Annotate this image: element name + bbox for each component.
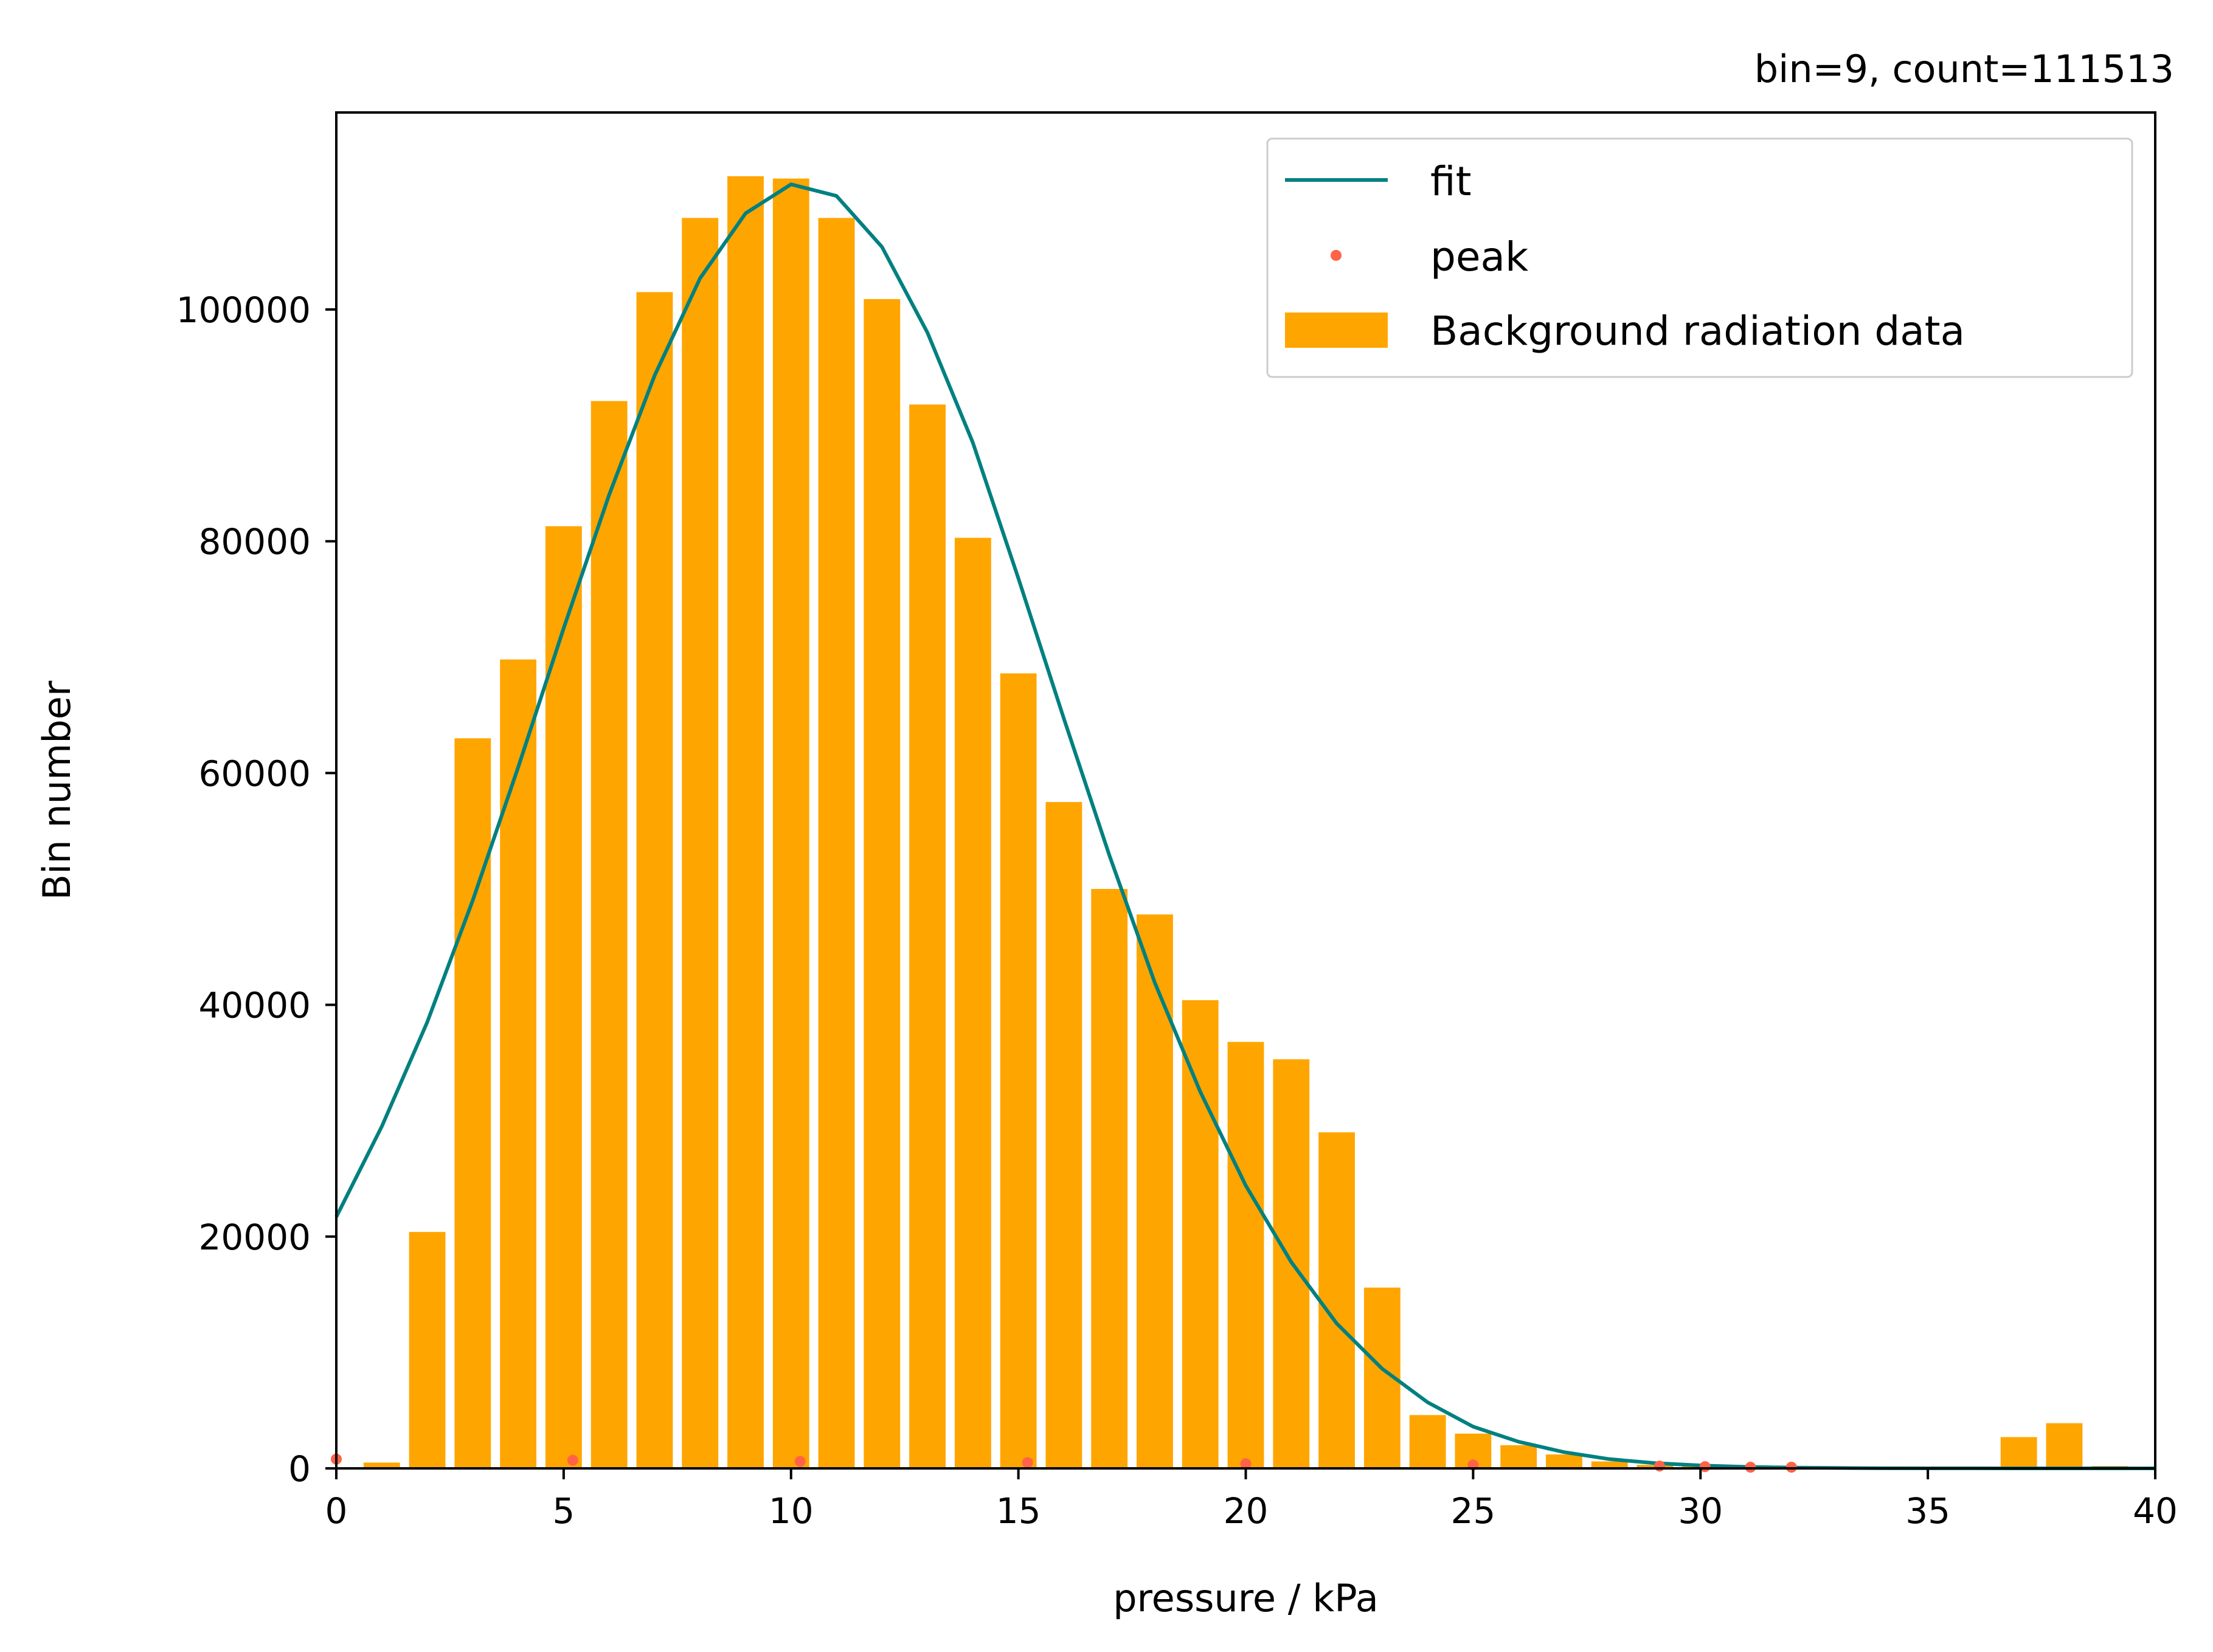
x-tick-label: 10: [769, 1490, 814, 1532]
peak-point: [1022, 1457, 1033, 1468]
peak-point: [1654, 1460, 1665, 1472]
y-axis-label: Bin number: [35, 680, 79, 900]
bars-layer: [363, 176, 2128, 1469]
bar: [727, 176, 764, 1468]
legend-fit-label: fit: [1430, 158, 1471, 205]
legend-peak-label: peak: [1430, 233, 1529, 280]
bar: [1409, 1415, 1446, 1468]
legend-peak-swatch: [1331, 250, 1342, 261]
peak-point: [794, 1456, 806, 1467]
bar: [864, 299, 901, 1468]
bar: [1137, 914, 1173, 1468]
bar: [1318, 1132, 1355, 1468]
bar: [1045, 802, 1082, 1468]
bar: [454, 738, 491, 1468]
chart-title: bin=9, count=111513: [1754, 47, 2174, 91]
y-axis-ticks: 0 20000 40000 60000 80000 100000: [176, 289, 336, 1490]
bar: [545, 526, 582, 1468]
bar: [1591, 1461, 1628, 1468]
y-tick-label: 80000: [198, 521, 311, 562]
bar: [363, 1462, 400, 1468]
bar: [1182, 1000, 1219, 1468]
bar: [409, 1232, 446, 1468]
peak-point: [567, 1454, 578, 1466]
y-tick-label: 20000: [198, 1217, 311, 1258]
bar: [1546, 1454, 1582, 1468]
legend-bar-swatch: [1285, 313, 1388, 348]
legend-box: [1266, 137, 2133, 378]
legend-bar-label: Background radiation data: [1430, 308, 1965, 354]
x-tick-label: 5: [552, 1490, 575, 1532]
peak-point: [1240, 1458, 1252, 1470]
bar: [636, 292, 673, 1468]
bar: [954, 537, 991, 1468]
y-tick-label: 0: [288, 1448, 311, 1490]
bar: [909, 404, 946, 1469]
bar: [1000, 673, 1037, 1468]
y-tick-label: 100000: [176, 289, 311, 331]
y-tick-label: 40000: [198, 985, 311, 1026]
bar: [1227, 1042, 1264, 1468]
x-tick-label: 40: [2133, 1490, 2178, 1532]
x-tick-label: 15: [996, 1490, 1041, 1532]
bar: [590, 401, 628, 1468]
bar: [500, 659, 537, 1468]
bar: [818, 218, 855, 1469]
x-axis-label: pressure / kPa: [1113, 1576, 1379, 1620]
legend: fit peak Background radiation data: [1266, 137, 2133, 378]
x-tick-label: 20: [1224, 1490, 1269, 1532]
bar: [1091, 889, 1128, 1468]
bar: [682, 218, 719, 1469]
bar: [2046, 1423, 2083, 1468]
x-tick-label: 25: [1450, 1490, 1495, 1532]
y-tick-label: 60000: [198, 753, 311, 794]
x-tick-label: 35: [1905, 1490, 1950, 1532]
x-axis-ticks: 0 5 10 15 20 25 30 35 40: [325, 1468, 2178, 1532]
x-tick-label: 0: [325, 1490, 348, 1532]
bar: [1500, 1445, 1537, 1468]
bar: [2000, 1437, 2037, 1468]
x-tick-label: 30: [1678, 1490, 1723, 1532]
bar: [772, 178, 809, 1468]
